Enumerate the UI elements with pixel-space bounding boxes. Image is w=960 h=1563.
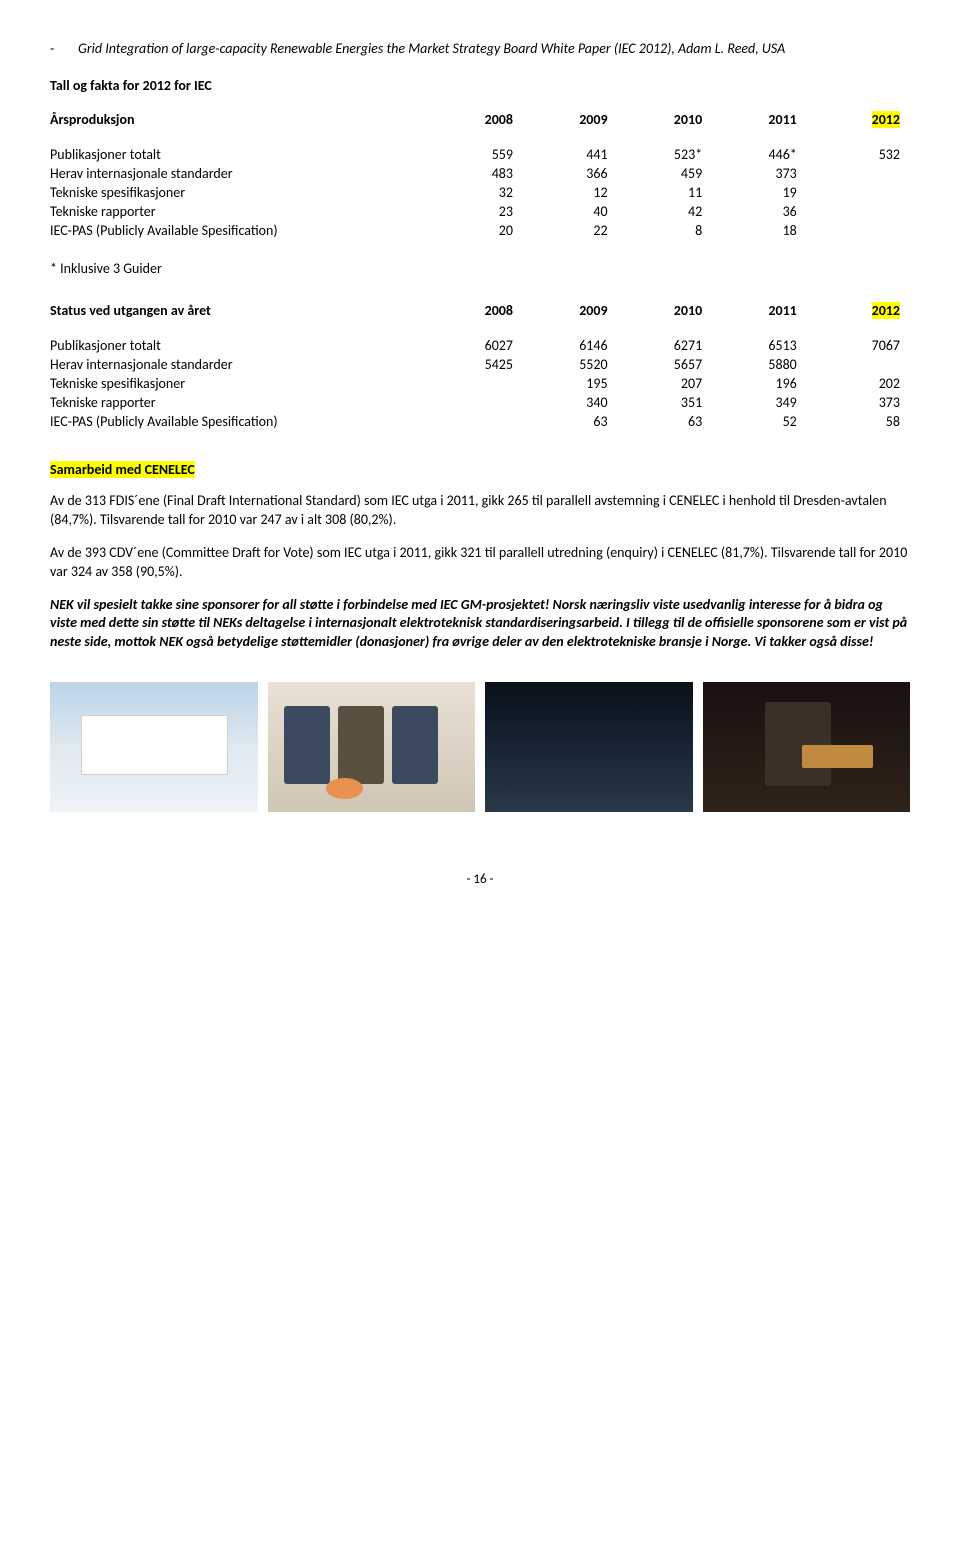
paragraph-2: Av de 393 CDV´ene (Committee Draft for V… <box>50 544 910 582</box>
table-header-col: 2009 <box>523 301 618 320</box>
table-footnote: * Inklusive 3 Guider <box>50 260 910 277</box>
table-row: Herav internasjonale standarder 483 366 … <box>50 164 910 183</box>
photo-people <box>268 682 476 812</box>
table-arsproduksjon: Årsproduksjon 2008 2009 2010 2011 2012 P… <box>50 110 910 240</box>
table-header-col-highlight: 2012 <box>807 110 910 129</box>
table-header-label: Årsproduksjon <box>50 110 428 129</box>
page-number: - 16 - <box>50 872 910 887</box>
paragraph-3: NEK vil spesielt takke sine sponsorer fo… <box>50 596 910 653</box>
photo-musician <box>703 682 911 812</box>
table-header-label: Status ved utgangen av året <box>50 301 428 320</box>
table-header-row: Status ved utgangen av året 2008 2009 20… <box>50 301 910 320</box>
bullet-item: - Grid Integration of large-capacity Ren… <box>50 40 910 57</box>
table-header-row: Årsproduksjon 2008 2009 2010 2011 2012 <box>50 110 910 129</box>
section-heading-1: Tall og fakta for 2012 for IEC <box>50 77 910 94</box>
table-row: Tekniske rapporter 340 351 349 373 <box>50 393 910 412</box>
table-row: Herav internasjonale standarder 5425 552… <box>50 355 910 374</box>
table-header-col: 2009 <box>523 110 618 129</box>
bullet-text: Grid Integration of large-capacity Renew… <box>78 40 785 57</box>
table-header-col: 2008 <box>428 110 523 129</box>
table-row: Tekniske spesifikasjoner 32 12 11 19 <box>50 183 910 202</box>
paragraph-1: Av de 313 FDIS´ene (Final Draft Internat… <box>50 492 910 530</box>
table-header-col: 2008 <box>428 301 523 320</box>
table-status: Status ved utgangen av året 2008 2009 20… <box>50 301 910 431</box>
table-row: Publikasjoner totalt 6027 6146 6271 6513… <box>50 336 910 355</box>
bullet-dash: - <box>50 40 78 57</box>
table-header-col: 2010 <box>618 301 713 320</box>
table-row: Tekniske spesifikasjoner 195 207 196 202 <box>50 374 910 393</box>
table-row: Tekniske rapporter 23 40 42 36 <box>50 202 910 221</box>
photo-audience <box>485 682 693 812</box>
table-header-col: 2011 <box>712 110 807 129</box>
photo-row <box>50 682 910 812</box>
table-row: Publikasjoner totalt 559 441 523* 446* 5… <box>50 145 910 164</box>
table-row: IEC-PAS (Publicly Available Spesificatio… <box>50 412 910 431</box>
table-row: IEC-PAS (Publicly Available Spesificatio… <box>50 221 910 240</box>
table-header-col: 2010 <box>618 110 713 129</box>
section-heading-2: Samarbeid med CENELEC <box>50 461 910 478</box>
table-header-col-highlight: 2012 <box>807 301 910 320</box>
table-header-col: 2011 <box>712 301 807 320</box>
photo-flag <box>50 682 258 812</box>
